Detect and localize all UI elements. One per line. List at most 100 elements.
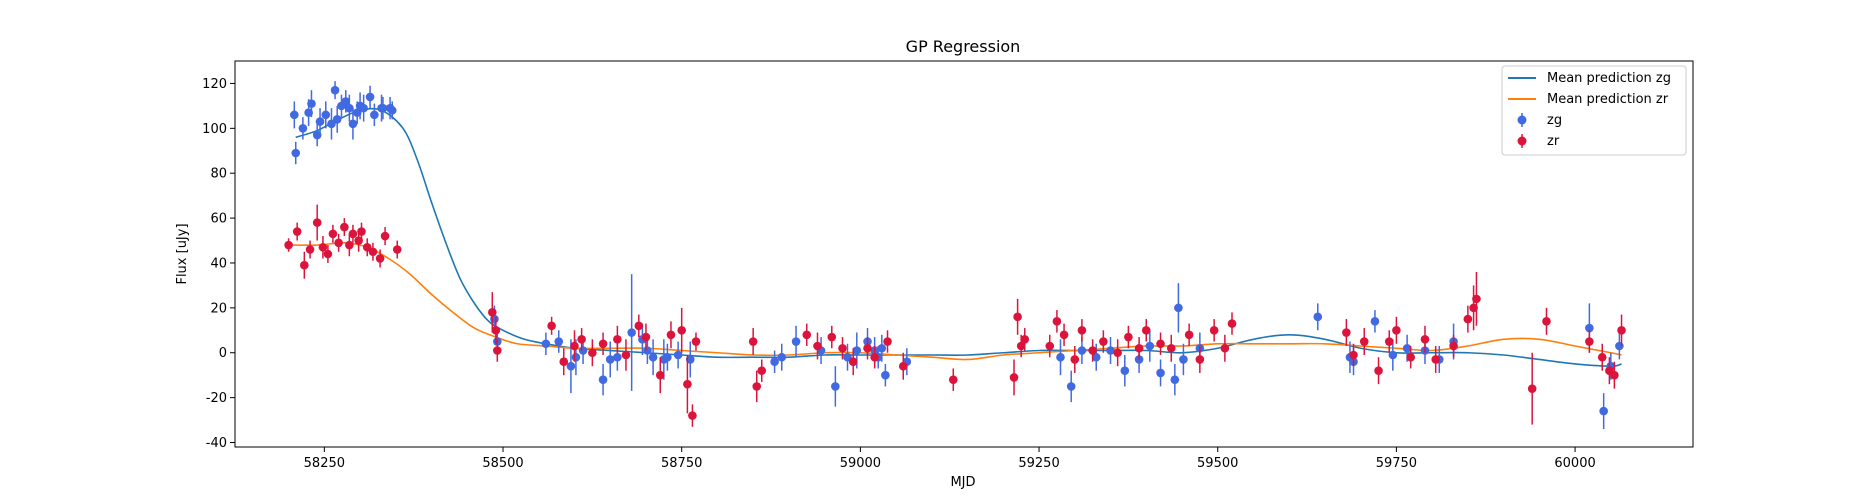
- zr-point: [1349, 350, 1358, 360]
- zr-point: [1166, 343, 1176, 353]
- zr-point: [345, 240, 354, 250]
- zg-point: [881, 370, 890, 380]
- legend-zr-marker-swatch: [1517, 136, 1527, 146]
- zg-point: [578, 346, 588, 355]
- zg-point: [378, 103, 388, 113]
- y-tick-label: 0: [219, 346, 227, 361]
- zg-point: [831, 382, 840, 391]
- zr-point: [621, 350, 631, 360]
- zr-point: [802, 330, 812, 340]
- zg-point: [1179, 355, 1188, 364]
- y-axis-label: Flux [uJy]: [175, 223, 190, 284]
- y-tick-label: 100: [202, 122, 227, 137]
- zg-point: [370, 110, 379, 120]
- zr-point: [491, 326, 501, 335]
- zr-point: [1374, 366, 1383, 375]
- zr-point: [300, 260, 309, 270]
- axes-frame: [234, 60, 1694, 448]
- zr-point: [752, 382, 762, 391]
- zg-point: [1056, 352, 1065, 362]
- zr-point: [1134, 343, 1144, 353]
- zr-point: [1016, 341, 1026, 351]
- zr-point: [634, 321, 644, 331]
- zr-point: [1052, 317, 1062, 326]
- zr-point: [848, 357, 858, 367]
- zr-point: [1045, 341, 1055, 351]
- zr-point: [375, 254, 385, 263]
- zr-point: [348, 229, 358, 239]
- zr-points-group: [284, 204, 1626, 427]
- zg-point: [1066, 382, 1076, 391]
- zg-point: [663, 352, 672, 362]
- zg-point: [298, 124, 308, 133]
- zr-point: [1472, 294, 1481, 304]
- zr-point: [827, 332, 837, 342]
- zr-point: [598, 339, 608, 349]
- zr-point: [292, 227, 302, 236]
- zr-point: [641, 332, 651, 342]
- zg-point: [321, 110, 331, 120]
- zg-point: [598, 375, 608, 384]
- zr-point: [392, 245, 402, 254]
- legend-zg-label: zg: [1547, 113, 1562, 128]
- zr-point: [1124, 332, 1133, 342]
- legend-zr-line-label: Mean prediction zr: [1547, 92, 1669, 107]
- zr-point: [1392, 326, 1401, 335]
- zg-point: [345, 103, 354, 113]
- zr-point: [1585, 337, 1594, 346]
- zg-point: [1370, 317, 1380, 326]
- zg-point: [387, 106, 397, 115]
- zg-point: [627, 328, 636, 337]
- zg-point: [643, 346, 652, 355]
- zg-point: [1145, 341, 1155, 351]
- zr-mean-line-group: [288, 241, 1622, 361]
- zr-point: [1059, 330, 1069, 340]
- x-tick-label: 58250: [304, 456, 345, 471]
- x-tick-label: 59250: [1018, 456, 1059, 471]
- zr-point: [328, 229, 338, 239]
- zg-point: [566, 361, 576, 371]
- zr-point: [492, 346, 502, 355]
- zr-point: [1209, 326, 1219, 335]
- zr-point: [1009, 373, 1019, 382]
- y-tick-label: -40: [206, 436, 227, 451]
- zg-point: [648, 352, 658, 362]
- zr-point: [1184, 330, 1194, 340]
- zg-point: [1091, 352, 1101, 362]
- zr-point: [1220, 343, 1230, 353]
- y-tick-label: -20: [206, 391, 227, 406]
- x-tick-label: 60000: [1554, 456, 1595, 471]
- zg-point: [554, 337, 564, 346]
- zg-point: [777, 352, 787, 362]
- y-tick-label: 60: [210, 212, 227, 227]
- zg-point: [852, 346, 862, 355]
- legend: Mean prediction zg Mean prediction zr zg…: [1501, 65, 1687, 156]
- zr-point: [559, 357, 569, 367]
- zg-point: [613, 352, 622, 362]
- zr-point: [1463, 314, 1473, 324]
- zr-point: [487, 308, 497, 317]
- zg-point: [791, 337, 801, 346]
- zr-point: [1099, 337, 1108, 346]
- zr-point: [577, 334, 586, 344]
- zr-point: [1431, 355, 1441, 364]
- zr-point: [1113, 348, 1122, 358]
- zr-point: [688, 411, 697, 420]
- legend-zg-marker-swatch: [1517, 115, 1527, 125]
- zr-point: [613, 334, 622, 344]
- zg-point: [1077, 346, 1087, 355]
- zr-point: [1617, 326, 1626, 335]
- zg-point: [1585, 323, 1594, 333]
- zr-point: [1527, 384, 1537, 393]
- legend-zg-line-label: Mean prediction zg: [1547, 71, 1671, 86]
- zg-point: [315, 117, 325, 126]
- zg-point: [673, 350, 683, 360]
- zr-mean-prediction-line: [288, 241, 1622, 361]
- zr-point: [334, 238, 343, 248]
- x-tick-label: 59000: [840, 456, 881, 471]
- zr-point: [1542, 317, 1551, 326]
- zr-point: [1077, 326, 1087, 335]
- zr-point: [813, 341, 822, 351]
- zg-point: [605, 355, 615, 364]
- zr-point: [318, 242, 328, 252]
